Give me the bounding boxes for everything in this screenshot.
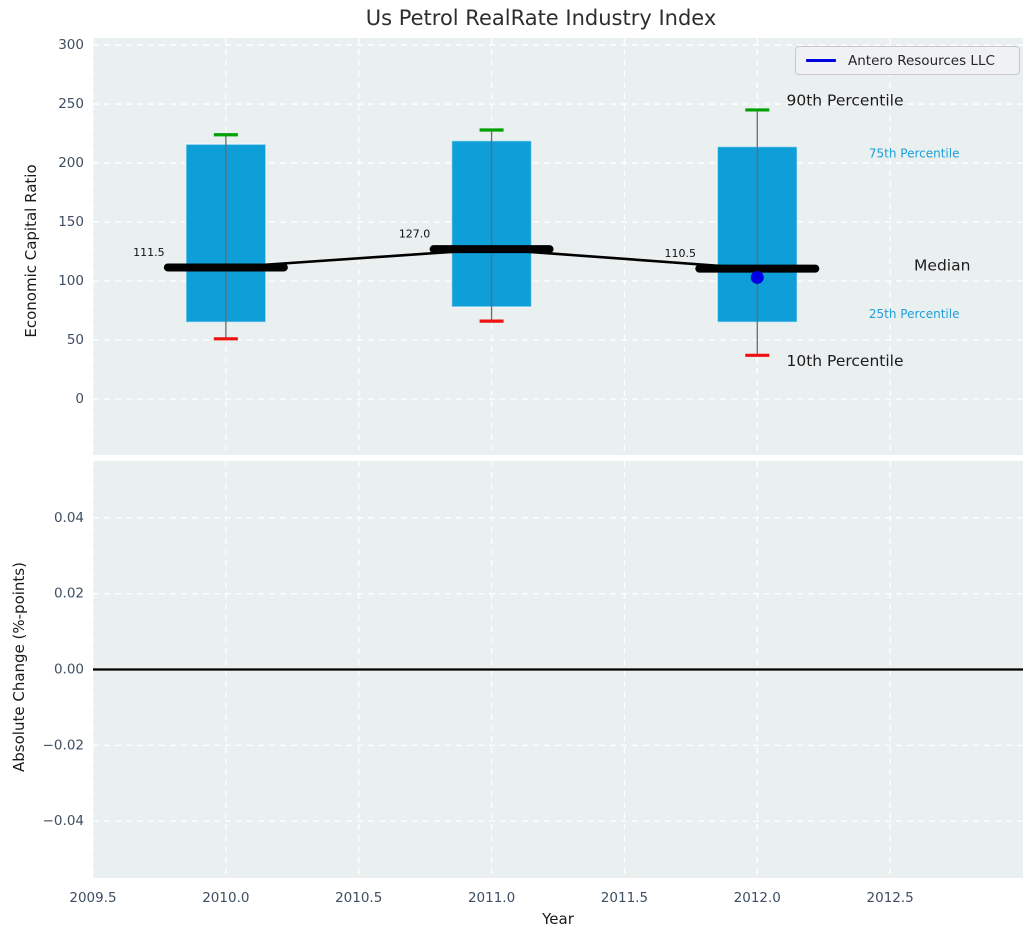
x-tick-label: 2010.5 — [335, 890, 382, 906]
annotation-10th-percentile: 10th Percentile — [787, 352, 904, 370]
bottom-y-axis-label: Absolute Change (%-points) — [10, 562, 28, 772]
top-y-tick-label: 50 — [67, 332, 84, 348]
x-tick-label: 2011.5 — [601, 890, 648, 906]
median-value-label-2011: 127.0 — [399, 228, 431, 241]
x-tick-label: 2012.5 — [867, 890, 914, 906]
legend-line-sample — [806, 59, 836, 62]
chart-title: Us Petrol RealRate Industry Index — [365, 6, 717, 30]
bottom-y-tick-label: −0.02 — [43, 737, 84, 753]
annotation-25th-percentile: 25th Percentile — [869, 307, 960, 321]
median-value-label-2010: 111.5 — [133, 246, 165, 259]
company-point — [750, 270, 764, 284]
top-y-tick-label: 0 — [75, 391, 84, 407]
median-value-label-2012: 110.5 — [665, 247, 697, 260]
x-tick-label: 2009.5 — [69, 890, 116, 906]
x-tick-label: 2012.0 — [734, 890, 781, 906]
x-tick-label: 2011.0 — [468, 890, 515, 906]
bottom-y-tick-label: 0.00 — [54, 662, 84, 678]
annotation-median: Median — [914, 257, 970, 275]
annotation-75th-percentile: 75th Percentile — [869, 147, 960, 161]
top-y-tick-label: 300 — [58, 37, 84, 53]
legend-label: Antero Resources LLC — [848, 52, 995, 69]
top-y-axis-label: Economic Capital Ratio — [22, 164, 40, 338]
legend: Antero Resources LLC — [795, 46, 1020, 75]
annotation-90th-percentile: 90th Percentile — [787, 92, 904, 110]
top-y-tick-label: 250 — [58, 96, 84, 112]
top-y-tick-label: 100 — [58, 273, 84, 289]
top-y-tick-label: 200 — [58, 155, 84, 171]
top-y-tick-label: 150 — [58, 214, 84, 230]
bottom-y-tick-label: −0.04 — [43, 813, 84, 829]
bottom-y-tick-label: 0.04 — [54, 510, 84, 526]
x-tick-label: 2010.0 — [202, 890, 249, 906]
x-axis-label: Year — [542, 910, 574, 928]
bottom-y-tick-label: 0.02 — [54, 586, 84, 602]
